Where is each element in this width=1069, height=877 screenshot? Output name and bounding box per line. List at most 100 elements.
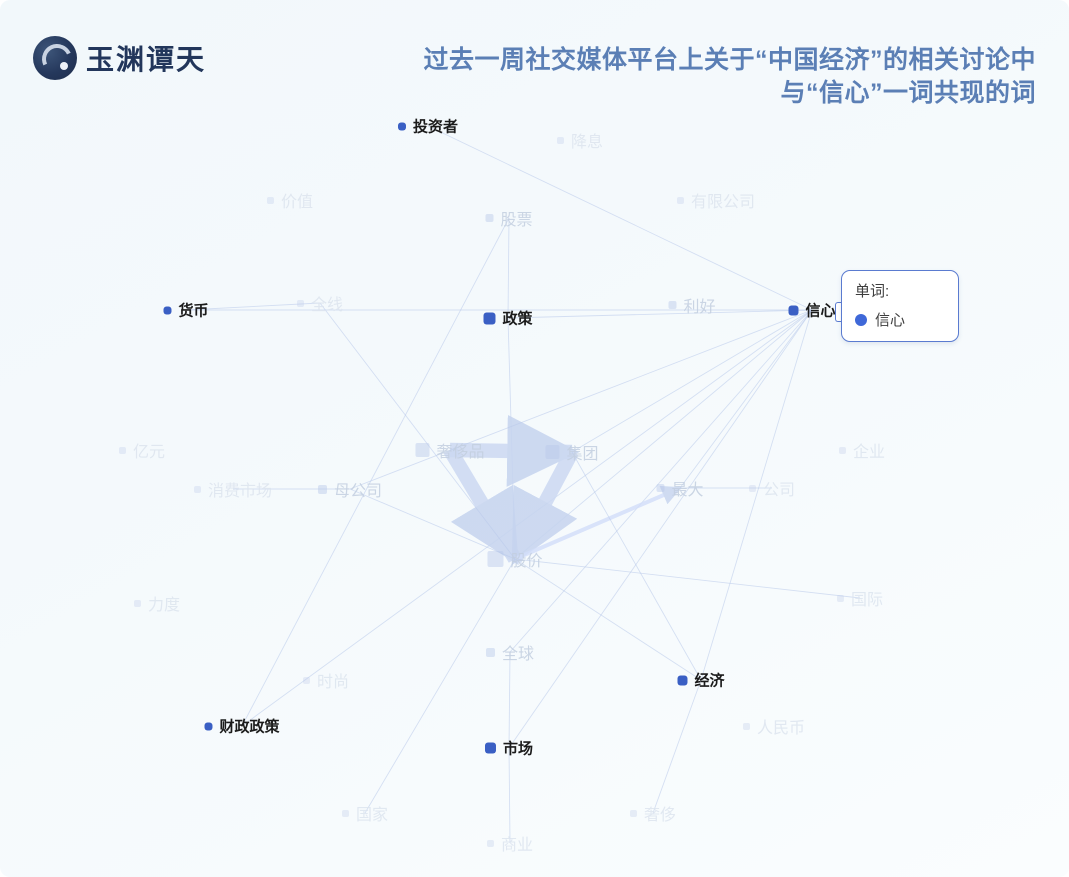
node-label: 政策	[502, 310, 533, 328]
node-marker-icon	[484, 742, 496, 754]
graph-node[interactable]: 亿元	[118, 438, 166, 462]
node-label: 利好	[683, 299, 716, 316]
graph-node[interactable]: 国际	[836, 586, 883, 610]
graph-edge	[349, 309, 813, 490]
graph-node[interactable]: 政策	[483, 308, 533, 329]
graph-node[interactable]: 价值	[266, 188, 314, 212]
graph-node[interactable]: 利好	[668, 293, 716, 317]
brand-name: 玉渊谭天	[86, 43, 207, 76]
node-label: 力度	[147, 597, 181, 614]
node-label: 企业	[852, 444, 886, 461]
graph-node[interactable]: 时尚	[302, 668, 349, 692]
node-label: 股票	[500, 212, 533, 229]
graph-edge	[349, 488, 516, 560]
node-label: 亿元	[132, 444, 166, 461]
node-marker-icon	[838, 446, 846, 454]
graph-node[interactable]: 集团	[545, 440, 599, 464]
graph-node[interactable]: 降息	[556, 128, 604, 152]
brand-logo: 玉渊谭天	[33, 36, 206, 80]
graph-node[interactable]: 奢侈品	[415, 438, 485, 462]
node-marker-icon	[487, 551, 504, 567]
graph-node[interactable]: 人民币	[742, 714, 805, 738]
graph-node[interactable]: 经济	[677, 670, 725, 691]
page-title: 过去一周社交媒体平台上关于“中国经济”的相关讨论中 与“信心”一词共现的词	[296, 44, 1036, 110]
graph-edge	[443, 446, 522, 566]
graph-edge	[508, 651, 511, 749]
node-marker-icon	[397, 122, 406, 130]
tooltip-value: 信心	[875, 312, 906, 329]
node-marker-icon	[317, 484, 327, 494]
node-label: 信心	[805, 302, 836, 320]
graph-node[interactable]: 货币	[163, 300, 209, 321]
node-label: 降息	[570, 134, 604, 151]
node-label: 市场	[502, 740, 534, 758]
graph-edge	[571, 309, 813, 453]
graph-node[interactable]: 股价	[487, 547, 543, 571]
node-marker-icon	[193, 485, 201, 493]
node-marker-icon	[656, 484, 665, 492]
node-marker-icon	[742, 722, 750, 730]
node-label: 公司	[762, 482, 796, 499]
node-label: 股价	[510, 553, 543, 570]
graph-node[interactable]: 全线	[296, 291, 344, 315]
node-marker-icon	[483, 312, 496, 324]
node-label: 奢侈品	[436, 444, 485, 461]
tooltip-marker-icon	[855, 313, 867, 326]
node-marker-icon	[415, 443, 430, 457]
graph-node[interactable]: 奢侈	[629, 801, 676, 825]
graph-node[interactable]: 股票	[485, 206, 533, 230]
node-marker-icon	[748, 484, 756, 492]
graph-edge	[514, 485, 682, 561]
node-label: 国家	[355, 807, 389, 824]
graph-node[interactable]: 国家	[341, 801, 389, 825]
graph-edge	[507, 309, 813, 319]
graph-node[interactable]: 市场	[484, 738, 534, 759]
node-label: 货币	[178, 302, 209, 320]
graph-edge	[679, 309, 813, 489]
tooltip-field-label: 单词:	[855, 283, 890, 300]
graph-edge	[508, 448, 579, 566]
graph-node[interactable]: 全球	[485, 640, 535, 664]
node-marker-icon	[302, 676, 310, 684]
graph-node[interactable]: 商业	[486, 831, 533, 855]
graph-node[interactable]: 母公司	[317, 477, 382, 501]
graph-node[interactable]: 力度	[133, 591, 181, 615]
graph-edge	[364, 558, 516, 814]
graph-node[interactable]: 投资者	[397, 116, 458, 137]
node-label: 有限公司	[690, 194, 756, 211]
node-label: 全线	[310, 297, 344, 314]
node-marker-icon	[296, 299, 304, 307]
graph-edge	[700, 309, 813, 681]
node-label: 经济	[694, 672, 725, 690]
graph-node[interactable]: 信心	[788, 300, 836, 321]
node-label: 财政政策	[219, 718, 280, 736]
node-marker-icon	[556, 136, 564, 144]
node-marker-icon	[485, 214, 494, 222]
graph-node[interactable]: 最大	[656, 476, 704, 500]
node-marker-icon	[204, 722, 213, 730]
node-label: 全球	[501, 646, 535, 663]
node-marker-icon	[677, 675, 688, 685]
graph-node[interactable]: 财政政策	[204, 716, 280, 737]
node-label: 集团	[566, 446, 599, 463]
node-marker-icon	[836, 594, 844, 602]
node-marker-icon	[545, 445, 560, 459]
graph-edge	[508, 309, 813, 749]
graph-edge	[319, 302, 516, 560]
node-label: 最大	[671, 482, 704, 499]
graph-node[interactable]: 有限公司	[676, 188, 756, 212]
node-label: 价值	[280, 194, 314, 211]
page-title-line-1: 过去一周社交媒体平台上关于“中国经济”的相关讨论中	[423, 46, 1036, 74]
graph-node[interactable]: 公司	[748, 476, 796, 500]
graph-node[interactable]: 企业	[838, 438, 886, 462]
graph-edge	[427, 125, 813, 311]
graph-edge	[507, 217, 510, 319]
node-marker-icon	[486, 839, 494, 847]
node-marker-icon	[485, 647, 495, 657]
graph-node[interactable]: 消费市场	[193, 477, 272, 501]
tooltip-value-row: 信心	[855, 309, 947, 330]
graph-edge	[571, 451, 702, 681]
